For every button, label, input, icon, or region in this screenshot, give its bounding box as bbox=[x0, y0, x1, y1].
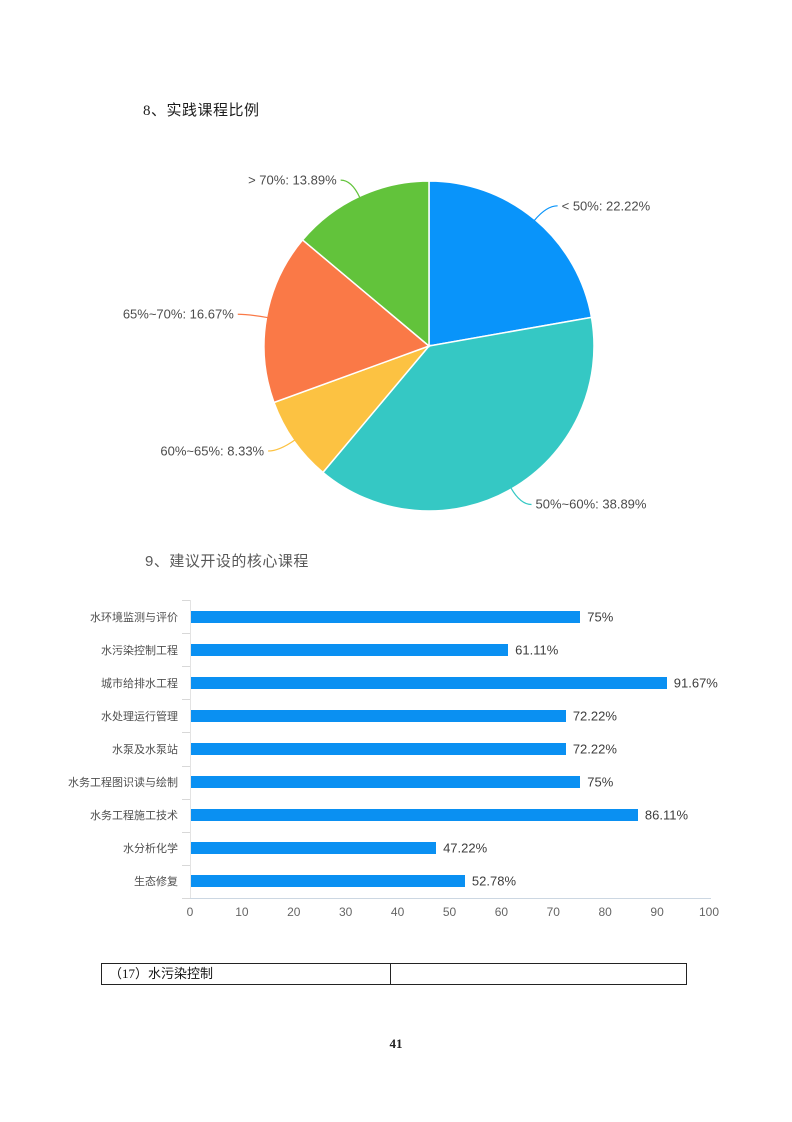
x-axis-tick-label: 10 bbox=[235, 905, 249, 919]
table: （17）水污染控制 bbox=[101, 963, 687, 985]
pie-chart: < 50%: 22.22% 50%~60%: 38.89% 60%~65%: 8.3… bbox=[66, 138, 746, 556]
bar-value-label: 86.11% bbox=[644, 807, 689, 823]
bar-value-label: 52.78% bbox=[471, 873, 517, 889]
pie-label-0: < 50%: 22.22% bbox=[561, 198, 651, 214]
bar-chart-y-axis-line bbox=[190, 600, 191, 898]
bar-value-label: 47.22% bbox=[443, 840, 488, 856]
bar-chart-x-axis-line bbox=[190, 898, 711, 899]
bar-row-0: 水环境监测与评价 75% bbox=[0, 600, 792, 633]
bar-value-label: 75% bbox=[587, 609, 614, 625]
bar-row-1: 水污染控制工程 61.11% bbox=[0, 633, 792, 666]
section-8-heading: 8、实践课程比例 bbox=[143, 103, 260, 119]
y-axis-tick bbox=[182, 765, 190, 767]
bar bbox=[191, 643, 509, 656]
y-axis-tick bbox=[182, 600, 190, 601]
bar bbox=[191, 709, 566, 722]
x-axis-tick-label: 50 bbox=[442, 905, 457, 919]
x-axis-tick-label: 90 bbox=[650, 905, 664, 919]
pie-leader-line-1 bbox=[510, 487, 532, 506]
y-axis-tick bbox=[182, 732, 190, 734]
pie-label-4: > 70%: 13.89% bbox=[248, 172, 337, 188]
bar-row-3: 水处理运行管理 72.22% bbox=[0, 699, 792, 732]
y-axis-tick bbox=[182, 633, 190, 635]
pie-leader-line-3 bbox=[237, 313, 268, 319]
bar-value-label: 75% bbox=[587, 774, 614, 790]
x-axis-tick-label: 80 bbox=[598, 905, 612, 919]
bar-row-2: 城市给排水工程 91.67% bbox=[0, 666, 792, 699]
pie-chart-svg bbox=[237, 179, 595, 512]
bar-value-label: 61.11% bbox=[515, 642, 559, 658]
pie-label-2: 60%~65%: 8.33% bbox=[160, 443, 265, 459]
table-cell-course: （17）水污染控制 bbox=[102, 964, 391, 984]
bar-chart-rows: 水环境监测与评价 75% 水污染控制工程 61.11% 城市给排水工程 91.67% 水处理… bbox=[0, 600, 792, 899]
bar bbox=[191, 742, 566, 755]
bar bbox=[191, 676, 667, 689]
bar-category-label: 水分析化学 bbox=[123, 843, 178, 856]
bar-row-6: 水务工程施工技术 86.11% bbox=[0, 799, 792, 832]
bar-value-label: 91.67% bbox=[673, 675, 718, 691]
x-axis-tick-label: 100 bbox=[698, 905, 720, 919]
bar-row-5: 水务工程图识读与绘制 75% bbox=[0, 766, 792, 799]
x-axis-tick-label: 20 bbox=[287, 905, 301, 919]
bar-row-4: 水泵及水泵站 72.22% bbox=[0, 732, 792, 765]
bar bbox=[191, 842, 437, 855]
pie-leader-line-2 bbox=[268, 439, 296, 452]
bar bbox=[191, 809, 638, 822]
bar-value-label: 72.22% bbox=[572, 708, 617, 724]
y-axis-tick bbox=[182, 666, 190, 668]
bar bbox=[191, 776, 581, 789]
x-axis-tick-label: 60 bbox=[494, 905, 509, 919]
pie-label-1: 50%~60%: 38.89% bbox=[535, 496, 647, 512]
bar-category-label: 水务工程图识读与绘制 bbox=[68, 777, 178, 790]
bar-category-label: 水污染控制工程 bbox=[101, 644, 178, 657]
bar-category-label: 水泵及水泵站 bbox=[112, 743, 178, 756]
page-number: 41 bbox=[389, 1036, 403, 1051]
y-axis-tick bbox=[182, 831, 190, 833]
table-cell-empty bbox=[391, 964, 686, 984]
pie-label-3: 65%~70%: 16.67% bbox=[122, 306, 234, 322]
pie-leader-line-0 bbox=[533, 205, 558, 221]
bar-category-label: 生态修复 bbox=[134, 876, 178, 889]
bar-category-label: 城市给排水工程 bbox=[101, 677, 178, 690]
section-9-heading: 9、建议开设的核心课程 bbox=[145, 553, 309, 570]
x-axis-tick-label: 30 bbox=[339, 905, 353, 919]
x-axis-tick-label: 40 bbox=[390, 905, 405, 919]
bar-row-7: 水分析化学 47.22% bbox=[0, 832, 792, 865]
bar bbox=[191, 875, 465, 888]
bar bbox=[191, 610, 581, 623]
bar-category-label: 水务工程施工技术 bbox=[90, 810, 178, 823]
bar-value-label: 72.22% bbox=[572, 741, 617, 757]
bar-category-label: 水处理运行管理 bbox=[101, 710, 178, 723]
y-axis-tick bbox=[182, 897, 190, 899]
x-axis-tick-label: 70 bbox=[546, 905, 560, 919]
bar-chart: 水环境监测与评价 75% 水污染控制工程 61.11% 城市给排水工程 91.67% 水处理… bbox=[0, 600, 792, 935]
x-axis-tick-label: 0 bbox=[186, 905, 194, 919]
bar-row-8: 生态修复 52.78% bbox=[0, 865, 792, 898]
bar-category-label: 水环境监测与评价 bbox=[90, 611, 178, 624]
y-axis-tick bbox=[182, 864, 190, 866]
pie-leader-line-4 bbox=[340, 179, 361, 198]
y-axis-tick bbox=[182, 798, 190, 800]
y-axis-tick bbox=[182, 699, 190, 701]
